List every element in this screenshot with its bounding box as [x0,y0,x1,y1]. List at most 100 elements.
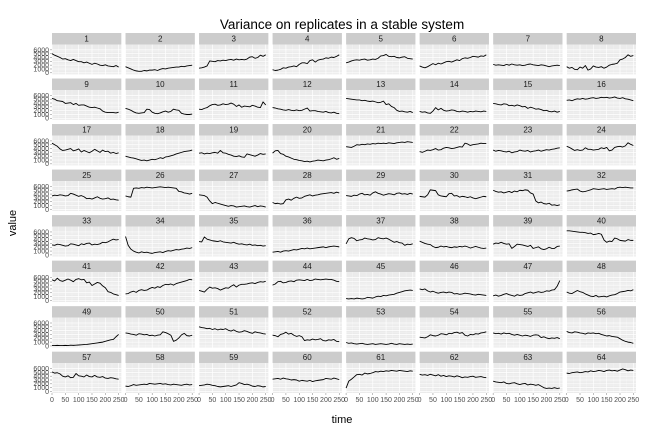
y-tick-label: 4000 [33,146,49,153]
facet-panel-49: 49 [51,306,122,348]
y-tick-label: 6000 [33,138,49,145]
facet-strip [419,169,489,182]
y-tick-label: 1000 [33,112,49,119]
series-line-40 [566,230,634,243]
facet-strip-label: 42 [156,262,165,271]
series-line-34 [125,236,193,254]
facet-panel-36: 36 [272,215,342,257]
x-tick-label: 100 [146,397,158,404]
facet-strip-label: 50 [156,308,165,317]
facet-panel-46: 46 [419,260,489,302]
series-line-35 [198,236,266,247]
facet-strip-label: 17 [82,126,91,135]
y-tick-label: 3000 [33,195,49,202]
y-tick-label: 3000 [33,104,49,111]
facet-strip [566,306,636,318]
y-tick-label: 2000 [33,199,49,206]
facet-strip-label: 44 [303,262,312,271]
x-tick-label: 0 [418,397,422,404]
x-tick-label: 200 [320,397,332,404]
x-tick-label: 150 [160,397,172,404]
x-tick-label: 50 [135,397,143,404]
facet-panel-47: 47 [492,260,563,302]
facet-strip-label: 60 [303,353,312,362]
facet-strip-label: 2 [158,35,163,44]
facet-panel-41: 41 [51,260,122,302]
y-tick-label: 5000 [33,279,49,286]
facet-panel-23: 23 [492,124,563,166]
facet-strip [566,351,636,364]
facet-panel-22: 22 [419,124,489,166]
facet-strip-label: 15 [523,80,532,89]
x-tick-label: 150 [86,397,98,404]
x-tick-label: 200 [614,397,626,404]
series-line-2 [125,64,193,72]
x-tick-label: 50 [429,397,437,404]
y-tick-label: 6000 [33,93,49,100]
y-tick-label: 1000 [33,248,49,255]
y-tick-label: 1000 [33,203,49,210]
series-line-46 [419,288,487,296]
facet-strip-label: 6 [452,35,457,44]
facet-strip-label: 48 [597,262,606,271]
facet-strip-label: 16 [597,80,606,89]
series-line-55 [493,332,560,340]
series-line-8 [566,54,634,71]
y-tick-label: 2000 [33,63,49,70]
facet-panel-5: 5 [345,33,416,75]
x-tick-label: 250 [260,397,272,404]
facet-strip-label: 49 [82,308,91,317]
series-line-64 [566,368,634,374]
facet-panel-26: 26 [125,169,195,211]
facet-panel-53: 53 [345,306,416,348]
facet-strip-label: 25 [82,171,91,180]
facet-panel-15: 15 [492,78,563,120]
y-tick-label: 3000 [33,59,49,66]
series-line-1 [51,53,119,68]
x-tick-label: 200 [99,397,111,404]
facet-strip [125,33,195,45]
facet-strip-label: 24 [597,126,606,135]
y-tick-label: 4000 [33,55,49,62]
facet-strip [125,169,195,182]
facet-strip [566,260,636,273]
facet-strip [52,260,122,273]
x-tick-label: 250 [186,397,198,404]
x-tick-label: 250 [627,397,639,404]
x-tick-label: 100 [293,397,305,404]
y-tick-label: 0 [45,298,49,305]
facet-strip [125,306,195,318]
facet-strip [493,124,563,136]
series-line-62 [419,373,487,379]
x-tick-label: 100 [73,397,85,404]
facet-panel-16: 16 [566,78,636,120]
x-tick-label: 250 [554,397,566,404]
y-tick-label: 3000 [33,241,49,248]
facet-strip [493,169,563,182]
series-line-59 [198,382,266,388]
y-tick-label: 6000 [33,366,49,373]
facet-strip-label: 26 [156,171,165,180]
facet-panel-1: 1 [51,33,122,75]
axes: 0100020003000400050006000010002000300040… [33,47,639,404]
x-tick-label: 150 [454,397,466,404]
facet-panel-48: 48 [566,260,636,302]
series-line-6 [419,54,487,69]
facet-strip [419,124,489,136]
y-tick-label: 5000 [33,233,49,240]
series-line-26 [125,186,193,198]
facet-strip-label: 59 [229,353,238,362]
series-line-31 [492,189,560,206]
y-tick-label: 2000 [33,336,49,343]
x-tick-label: 50 [282,397,290,404]
y-tick-label: 3000 [33,286,49,293]
facet-strip [493,351,563,364]
facet-strip [419,78,489,91]
y-tick-label: 2000 [33,290,49,297]
facet-strip [493,78,563,91]
facet-strip-label: 62 [450,353,459,362]
y-tick-label: 5000 [33,324,49,331]
facet-panel-2: 2 [125,33,195,75]
y-tick-label: 5000 [33,51,49,58]
